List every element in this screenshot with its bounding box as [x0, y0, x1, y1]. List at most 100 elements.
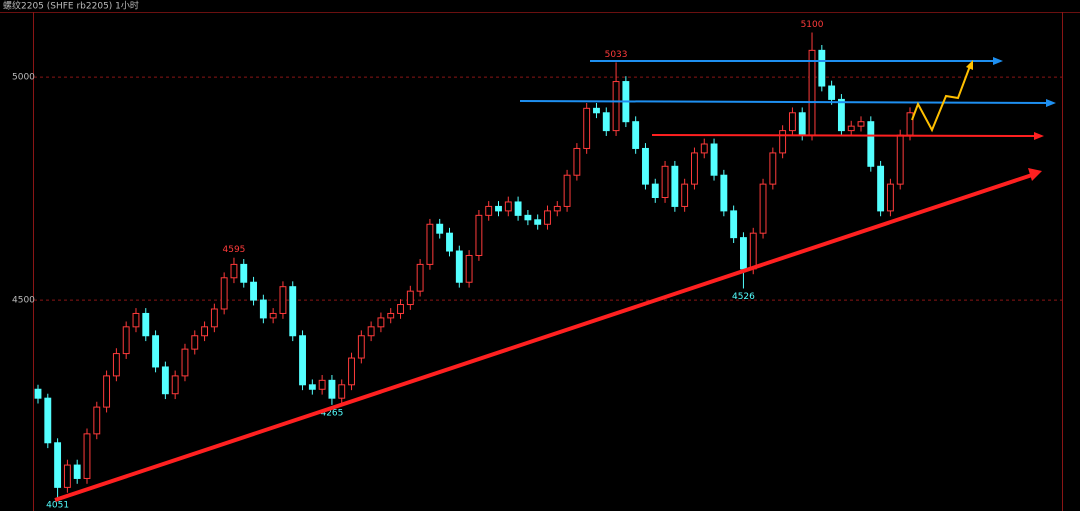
candle-body — [299, 335, 306, 386]
candle-body — [54, 442, 62, 488]
candle-body — [730, 210, 738, 239]
candle-body — [308, 384, 316, 390]
candle-body — [406, 290, 414, 306]
candle-body — [201, 326, 209, 337]
candle-body — [798, 112, 806, 136]
candle-body — [44, 397, 52, 444]
candle-body — [877, 165, 885, 212]
candle-body — [700, 143, 708, 154]
candle-body — [847, 125, 855, 132]
candle-body — [210, 308, 218, 328]
candle-body — [416, 263, 424, 292]
extreme-label: 4051 — [46, 501, 69, 511]
forecast-path — [911, 65, 971, 133]
y-tick-label: 4500 — [12, 296, 35, 306]
candle-body — [583, 107, 591, 149]
candle-body — [808, 49, 816, 136]
candle-body — [122, 326, 130, 355]
candle-body — [377, 317, 385, 328]
candle-body — [328, 379, 336, 399]
candle-body — [514, 201, 522, 216]
candle-body — [593, 107, 600, 114]
candle-body — [710, 143, 718, 176]
drawings — [54, 57, 1056, 502]
candle-body — [651, 183, 659, 199]
candle-body — [387, 312, 395, 319]
candle-body — [573, 147, 581, 176]
candle-body — [563, 174, 571, 207]
candle-body — [34, 388, 42, 399]
candle-body — [83, 433, 91, 479]
candle-body — [671, 165, 679, 207]
candle-body — [818, 49, 826, 87]
candle-body — [759, 183, 767, 234]
candle-body — [367, 326, 375, 337]
resistance-line — [519, 100, 1049, 104]
candle-body — [465, 254, 473, 283]
candle-body — [220, 277, 228, 310]
candle-body — [896, 134, 904, 185]
candle-body — [906, 112, 914, 136]
candle-body — [103, 375, 111, 408]
candle-body — [230, 263, 238, 279]
arrow-head — [993, 57, 1003, 65]
candle-body — [524, 214, 532, 221]
candle-body — [749, 232, 757, 270]
candle-body — [602, 112, 610, 132]
candle-body — [632, 121, 640, 149]
plot: 4500 5000 4051 4595 4265 5033 4526 5100 — [12, 20, 1062, 511]
candle-body — [259, 299, 267, 319]
extreme-label: 5100 — [801, 20, 824, 30]
candle-body — [534, 219, 542, 225]
candle-body — [475, 214, 483, 256]
candle-body — [495, 205, 502, 212]
extreme-label: 4526 — [732, 292, 755, 302]
arrow-head — [1028, 168, 1042, 181]
candle-body — [867, 121, 875, 167]
candle-body — [318, 379, 326, 390]
candle-body — [788, 112, 796, 132]
candle-body — [269, 312, 277, 319]
arrow-head — [1034, 132, 1044, 140]
candle-body — [455, 250, 463, 283]
candle-body — [73, 464, 81, 479]
candle-body — [769, 152, 777, 185]
candle-body — [544, 210, 551, 225]
candle-body — [553, 205, 561, 212]
extreme-label: 5033 — [605, 50, 628, 60]
candle-body — [289, 286, 297, 337]
candle-body — [250, 281, 257, 301]
candle-body — [886, 183, 894, 212]
support-line — [651, 134, 1037, 137]
candle-body — [240, 263, 248, 283]
candle-body — [171, 375, 179, 395]
candle-body — [63, 464, 71, 488]
candle-body — [357, 335, 365, 359]
candle-body — [181, 348, 189, 377]
candle-body — [348, 357, 355, 386]
candle-body — [612, 81, 620, 132]
candle-body — [191, 335, 199, 350]
candle-body — [446, 232, 453, 252]
candle-body — [779, 130, 787, 154]
y-tick-label: 5000 — [12, 73, 35, 83]
arrow-head — [1046, 99, 1056, 107]
chart-title: 螺纹2205 (SHFE rb2205) 1小时 — [3, 0, 139, 12]
candle-body — [142, 312, 150, 337]
candle-body — [397, 304, 404, 314]
candle-body — [857, 121, 865, 127]
candle-body — [691, 152, 698, 185]
candle-body — [279, 286, 287, 314]
extreme-label: 4265 — [320, 408, 343, 418]
arrow-head — [966, 60, 973, 70]
candle-body — [426, 223, 434, 265]
candle-body — [485, 205, 493, 216]
candle-body — [661, 165, 669, 199]
candle-body — [642, 147, 649, 185]
candle-body — [152, 335, 160, 368]
candle-body — [681, 183, 689, 207]
extreme-label: 4595 — [223, 245, 246, 255]
candle-body — [436, 223, 444, 234]
